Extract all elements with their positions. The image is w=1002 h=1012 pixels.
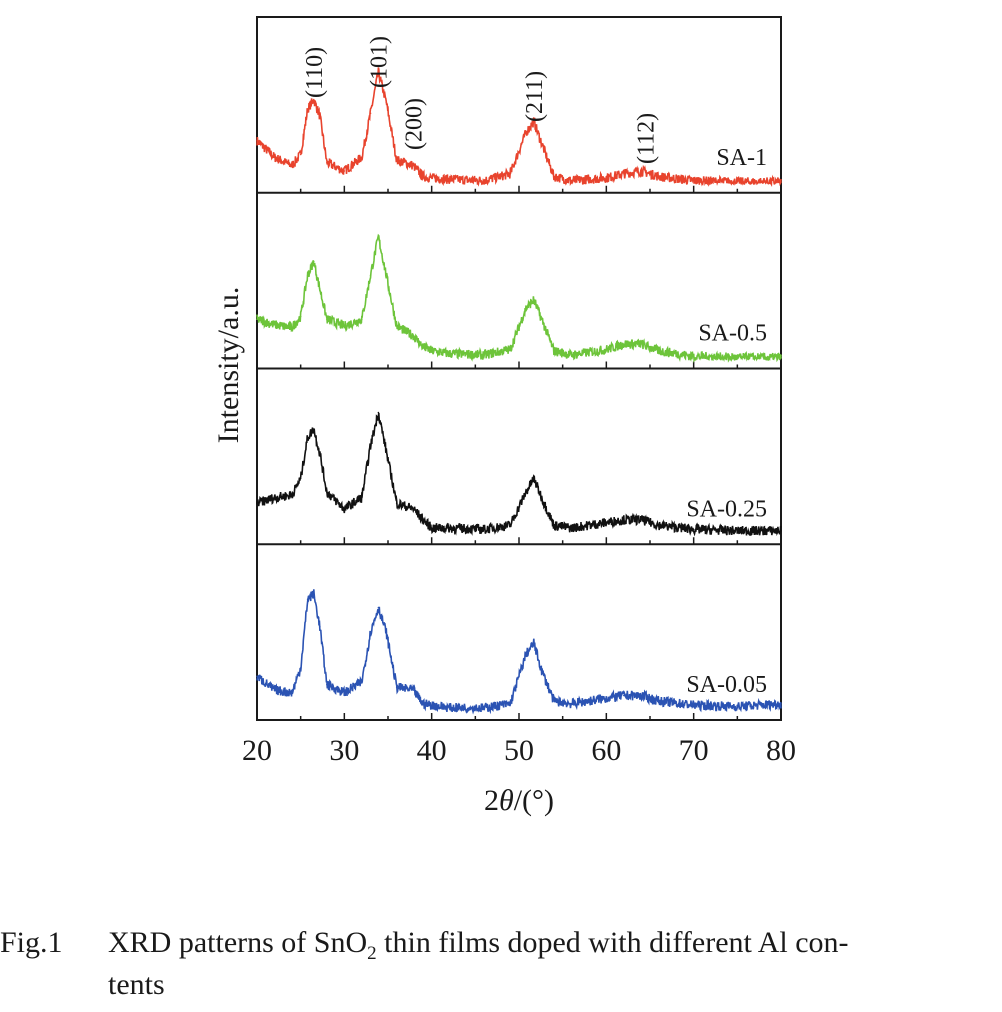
peak-labels: (110) (101) (200) (211) (112) — [302, 36, 660, 164]
xrd-chart: (110) (101) (200) (211) (112) SA-1 SA-0.5 SA-0… — [212, 16, 796, 817]
caption-text: XRD patterns of SnO2 thin films doped wi… — [108, 926, 849, 964]
x-tick-label: 50 — [504, 734, 534, 767]
series-trace — [256, 411, 782, 537]
chart-traces — [256, 67, 782, 715]
series-line — [256, 67, 782, 188]
x-axis-label: 2θ/(°) — [484, 784, 554, 817]
series-trace — [256, 233, 782, 364]
chart-panels — [256, 16, 782, 721]
x-axis: 20 30 40 50 60 70 80 — [242, 734, 796, 767]
series-trace — [256, 67, 782, 188]
data-point — [256, 675, 258, 678]
x-tick-label: 60 — [591, 734, 621, 767]
series-label: SA-0.5 — [698, 321, 767, 347]
x-tick-label: 80 — [766, 734, 796, 767]
data-point — [312, 98, 315, 101]
series-label: SA-0.05 — [686, 672, 767, 698]
series-line — [256, 589, 782, 715]
peak-label: (110) — [302, 47, 328, 98]
caption-text-line2: tents — [108, 968, 165, 1001]
peak-label: (200) — [401, 98, 427, 150]
data-point — [377, 411, 380, 414]
x-tick-label: 30 — [329, 734, 359, 767]
peak-label: (101) — [366, 36, 392, 88]
x-tick-label: 70 — [679, 734, 709, 767]
caption-label: Fig.1 — [0, 926, 63, 959]
series-line — [256, 412, 782, 537]
series-labels: SA-1 SA-0.5 SA-0.25 SA-0.05 — [686, 145, 767, 698]
y-axis-label: Intensity/a.u. — [212, 287, 245, 444]
x-tick-label: 20 — [242, 734, 272, 767]
series-line — [256, 233, 782, 364]
peak-label: (112) — [634, 113, 660, 164]
peak-label: (211) — [522, 71, 548, 122]
series-label: SA-0.25 — [686, 496, 767, 522]
series-label: SA-1 — [716, 145, 767, 171]
x-tick-label: 40 — [417, 734, 447, 767]
series-trace — [256, 589, 782, 715]
